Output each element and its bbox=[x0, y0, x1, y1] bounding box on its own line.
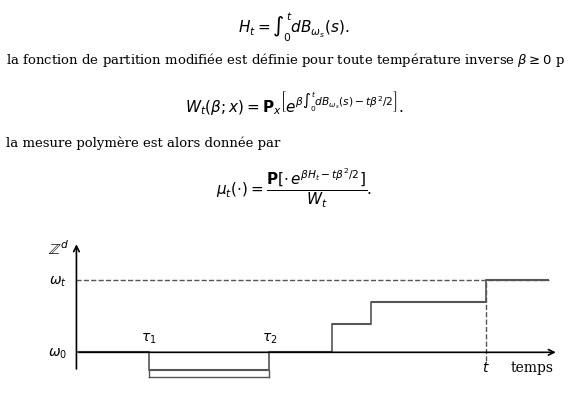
Text: la mesure polymère est alors donnée par: la mesure polymère est alors donnée par bbox=[6, 136, 280, 149]
Text: la fonction de partition modifiée est définie pour toute température inverse $\b: la fonction de partition modifiée est dé… bbox=[6, 51, 565, 68]
Text: $\mu_t(\cdot) = \dfrac{\mathbf{P}\left[\cdot\, e^{\beta H_t - t\beta^2/2}\right]: $\mu_t(\cdot) = \dfrac{\mathbf{P}\left[\… bbox=[216, 166, 372, 209]
Text: $H_t = \int_0^t dB_{\omega_s}(s).$: $H_t = \int_0^t dB_{\omega_s}(s).$ bbox=[238, 10, 350, 43]
Text: $t$: $t$ bbox=[482, 360, 490, 374]
Text: $\tau_1$: $\tau_1$ bbox=[141, 331, 156, 345]
Text: $\omega_0$: $\omega_0$ bbox=[48, 345, 67, 360]
Text: $\omega_t$: $\omega_t$ bbox=[49, 273, 67, 288]
Text: $\tau_2$: $\tau_2$ bbox=[262, 331, 277, 345]
Text: temps: temps bbox=[511, 360, 554, 374]
Text: $\mathbb{Z}^d$: $\mathbb{Z}^d$ bbox=[48, 239, 69, 258]
Text: $W_t(\beta; x) = \mathbf{P}_x\left[e^{\beta \int_0^t dB_{\omega_s}(s) - t\beta^2: $W_t(\beta; x) = \mathbf{P}_x\left[e^{\b… bbox=[185, 89, 403, 117]
